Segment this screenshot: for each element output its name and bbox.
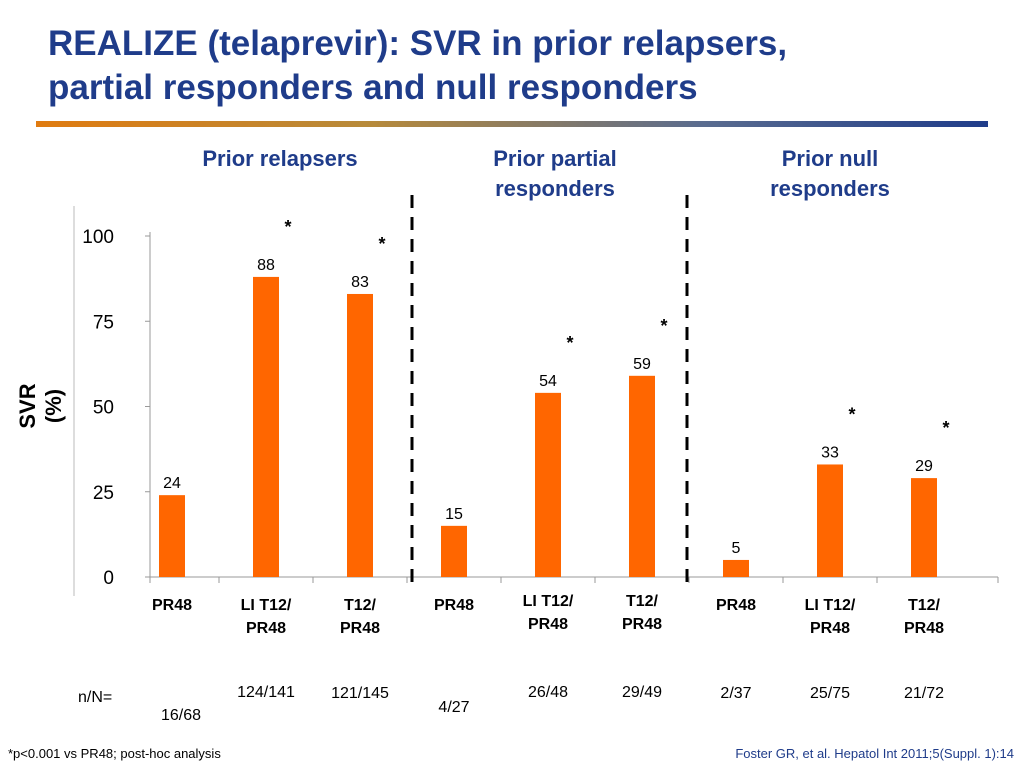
n-over-n-label: n/N= xyxy=(78,689,113,706)
group-title-relapsers: Prior relapsers xyxy=(180,144,380,174)
citation: Foster GR, et al. Hepatol Int 2011;5(Sup… xyxy=(735,746,1014,761)
category-label: T12/PR48 xyxy=(621,593,663,633)
title-underline xyxy=(36,121,988,127)
category-label: T12/PR48 xyxy=(903,597,945,637)
y-tick-label: 100 xyxy=(82,227,114,248)
footnote: *p<0.001 vs PR48; post-hoc analysis xyxy=(8,746,221,761)
bar xyxy=(347,293,373,577)
n-over-n-value: 21/72 xyxy=(903,685,945,702)
bar xyxy=(911,478,937,577)
slide-title: REALIZE (telaprevir): SVR in prior relap… xyxy=(48,22,988,110)
category-label: PR48 xyxy=(151,597,193,614)
group-title-null-line1: Prior null xyxy=(781,146,879,171)
bar xyxy=(629,375,655,577)
category-label: LI T12/PR48 xyxy=(804,597,856,637)
significance-star: * xyxy=(378,234,385,254)
significance-star: * xyxy=(942,418,949,438)
n-over-n-value: 2/37 xyxy=(720,685,752,702)
bar xyxy=(817,464,843,577)
n-over-n-value: 16/68 xyxy=(160,707,202,724)
significance-star: * xyxy=(660,316,667,336)
y-tick-label: 25 xyxy=(93,483,114,504)
significance-star: * xyxy=(566,333,573,353)
bar-value-label: 24 xyxy=(163,475,181,492)
n-over-n-value: 121/145 xyxy=(331,685,389,702)
y-tick-label: 0 xyxy=(103,568,114,589)
category-label: T12/PR48 xyxy=(339,597,381,637)
bar xyxy=(159,495,185,577)
group-title-partial: Prior partial responders xyxy=(455,144,655,204)
n-over-n-value: 29/49 xyxy=(621,684,663,701)
bar-value-label: 15 xyxy=(445,506,463,523)
category-label: PR48 xyxy=(433,597,475,614)
n-over-n-value: 4/27 xyxy=(438,699,470,716)
bar xyxy=(441,525,467,577)
group-title-null: Prior null responders xyxy=(730,144,930,204)
group-title-partial-line1: Prior partial xyxy=(493,146,617,171)
y-tick-label: 75 xyxy=(93,312,114,333)
slide-title-line1: REALIZE (telaprevir): SVR in prior relap… xyxy=(48,24,788,63)
bar-value-label: 5 xyxy=(732,540,741,557)
group-title-null-line2: responders xyxy=(770,176,890,201)
bar xyxy=(535,392,561,577)
bar-value-label: 54 xyxy=(539,373,557,390)
significance-star: * xyxy=(284,217,291,237)
bar-value-label: 88 xyxy=(257,257,275,274)
n-over-n-value: 25/75 xyxy=(809,685,851,702)
category-label: LI T12/PR48 xyxy=(240,597,292,637)
significance-star: * xyxy=(848,404,855,424)
group-title-relapsers-text: Prior relapsers xyxy=(202,146,358,171)
n-over-n-value: 124/141 xyxy=(237,684,295,701)
bar-value-label: 29 xyxy=(915,458,933,475)
bar-value-label: 59 xyxy=(633,356,651,373)
bar-value-label: 83 xyxy=(351,274,369,291)
bar xyxy=(723,559,749,577)
bar xyxy=(253,276,279,577)
group-title-partial-line2: responders xyxy=(495,176,615,201)
n-over-n-value: 26/48 xyxy=(527,684,569,701)
bar-value-label: 33 xyxy=(821,444,839,461)
category-label: LI T12/PR48 xyxy=(522,593,574,633)
y-tick-label: 50 xyxy=(93,398,114,419)
slide-title-line2: partial responders and null responders xyxy=(48,68,698,107)
category-label: PR48 xyxy=(715,597,757,614)
